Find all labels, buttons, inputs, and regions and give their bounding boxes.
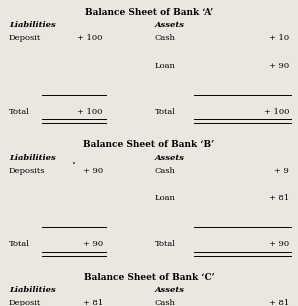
Text: Balance Sheet of Bank ‘C’: Balance Sheet of Bank ‘C’ <box>84 273 214 282</box>
Text: Deposit: Deposit <box>9 34 41 42</box>
Text: Total: Total <box>155 108 176 116</box>
Text: Deposit: Deposit <box>9 299 41 306</box>
Text: + 10: + 10 <box>269 34 289 42</box>
Text: Liabilities: Liabilities <box>9 286 56 294</box>
Text: Total: Total <box>155 240 176 248</box>
Text: + 90: + 90 <box>269 240 289 248</box>
Text: + 90: + 90 <box>83 240 103 248</box>
Text: Assets: Assets <box>155 21 185 29</box>
Text: Assets: Assets <box>155 286 185 294</box>
Text: Cash: Cash <box>155 34 176 42</box>
Text: + 81: + 81 <box>269 194 289 202</box>
Text: Cash: Cash <box>155 167 176 175</box>
Text: Loan: Loan <box>155 194 176 202</box>
Text: Loan: Loan <box>155 62 176 70</box>
Text: Balance Sheet of Bank ‘B’: Balance Sheet of Bank ‘B’ <box>83 140 215 149</box>
Text: Deposits: Deposits <box>9 167 45 175</box>
Text: Total: Total <box>9 240 30 248</box>
Text: + 100: + 100 <box>77 108 103 116</box>
Text: + 90: + 90 <box>83 167 103 175</box>
Text: + 90: + 90 <box>269 62 289 70</box>
Text: + 81: + 81 <box>269 299 289 306</box>
Text: + 100: + 100 <box>77 34 103 42</box>
Text: Cash: Cash <box>155 299 176 306</box>
Text: Assets: Assets <box>155 154 185 162</box>
Text: + 100: + 100 <box>264 108 289 116</box>
Text: Balance Sheet of Bank ‘A’: Balance Sheet of Bank ‘A’ <box>85 8 213 17</box>
Text: + 81: + 81 <box>83 299 103 306</box>
Text: Liabilities: Liabilities <box>9 21 56 29</box>
Text: + 9: + 9 <box>274 167 289 175</box>
Text: .: . <box>72 154 76 167</box>
Text: Total: Total <box>9 108 30 116</box>
Text: Liabilities: Liabilities <box>9 154 56 162</box>
